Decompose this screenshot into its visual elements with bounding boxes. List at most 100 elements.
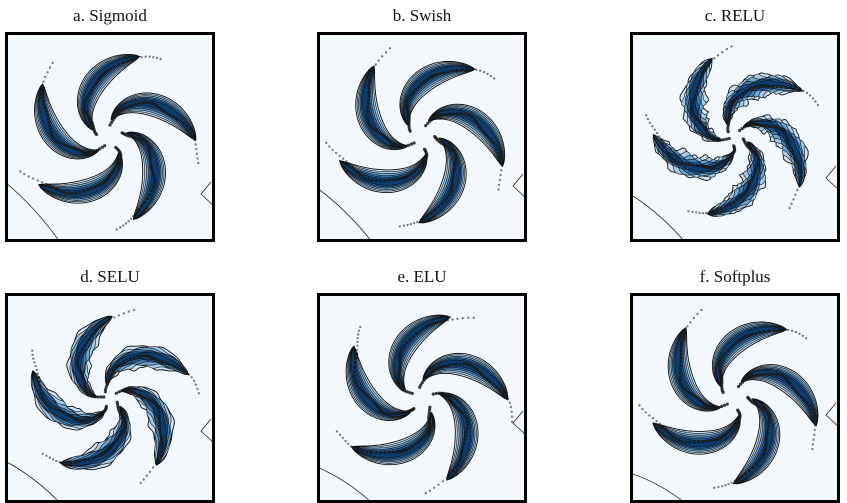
- sample-point: [408, 446, 412, 450]
- density-svg: [630, 293, 840, 503]
- sample-point: [82, 419, 86, 423]
- sample-point: [353, 377, 357, 382]
- sample-points: [418, 362, 514, 423]
- sample-point: [407, 125, 411, 129]
- outer-contour-line: [200, 181, 215, 208]
- sample-point: [450, 185, 454, 189]
- sample-point: [720, 381, 724, 385]
- sample-point: [356, 344, 359, 347]
- sample-point: [192, 134, 195, 137]
- sample-point: [713, 486, 716, 489]
- sample-points: [398, 135, 458, 228]
- sample-point: [756, 155, 760, 159]
- sample-point: [146, 397, 150, 401]
- sample-point: [748, 333, 752, 337]
- sample-point: [696, 86, 700, 90]
- sample-point: [757, 459, 761, 463]
- sample-point: [796, 189, 799, 192]
- sample-point: [808, 404, 812, 408]
- sample-point: [184, 370, 187, 373]
- sample-point: [468, 363, 472, 367]
- sample-point: [134, 102, 138, 106]
- sample-point: [194, 383, 197, 386]
- sample-point: [736, 339, 740, 343]
- sample-point: [416, 440, 420, 444]
- sample-point: [419, 383, 423, 387]
- sample-point: [427, 323, 431, 327]
- sample-point: [95, 455, 99, 459]
- sample-point: [684, 162, 688, 166]
- sample-point: [405, 98, 409, 102]
- sample-point: [422, 80, 426, 84]
- sample-point: [724, 137, 728, 141]
- sample-point: [694, 89, 699, 93]
- sample-point: [744, 89, 748, 93]
- sample-point: [735, 96, 739, 100]
- sample-point: [673, 159, 677, 163]
- sample-point: [103, 144, 107, 148]
- sample-point: [458, 457, 462, 461]
- sample-point: [802, 398, 806, 402]
- sample-point: [765, 84, 769, 88]
- sample-point: [678, 375, 682, 379]
- sample-point: [134, 211, 138, 215]
- sample-point: [350, 165, 354, 169]
- sample-point: [738, 94, 742, 98]
- sample-point: [792, 387, 796, 392]
- sample-point: [804, 337, 808, 340]
- sample-point: [382, 134, 386, 138]
- sample-point: [27, 175, 30, 178]
- sample-point: [407, 96, 411, 100]
- sample-point: [37, 376, 41, 380]
- sample-point: [732, 200, 736, 204]
- contour-level: [403, 66, 476, 127]
- sample-point: [154, 462, 158, 465]
- sample-point: [147, 144, 151, 148]
- sample-point: [126, 59, 130, 63]
- outer-contour-line: [630, 193, 686, 242]
- sample-point: [398, 360, 402, 364]
- sample-point: [63, 191, 67, 195]
- sample-point: [408, 391, 412, 395]
- sample-point: [424, 433, 428, 437]
- sample-point: [157, 458, 160, 461]
- sample-point: [755, 373, 759, 377]
- sample-point: [698, 211, 701, 215]
- sample-points: [738, 122, 803, 210]
- sample-point: [90, 186, 94, 191]
- sample-point: [145, 354, 149, 358]
- sample-point: [446, 145, 450, 149]
- sample-point: [666, 430, 670, 434]
- sample-point: [358, 387, 362, 391]
- sample-point: [498, 151, 502, 155]
- panel-title: e. ELU: [397, 267, 447, 286]
- sample-point: [356, 448, 360, 452]
- sample-points: [638, 404, 742, 445]
- sample-point: [739, 195, 743, 200]
- sample-point: [50, 134, 54, 138]
- sample-point: [345, 160, 348, 163]
- sample-point: [131, 103, 135, 107]
- sample-point: [449, 190, 453, 194]
- sample-point: [425, 214, 430, 218]
- sample-point: [158, 427, 162, 431]
- sample-point: [808, 94, 812, 97]
- sample-point: [368, 123, 372, 127]
- sample-point: [352, 370, 356, 374]
- sample-point: [813, 428, 816, 432]
- sample-point: [790, 329, 794, 332]
- sample-point: [451, 174, 455, 178]
- sample-point: [156, 407, 160, 411]
- sample-point: [360, 389, 364, 393]
- sample-point: [415, 167, 419, 171]
- sample-point: [105, 382, 109, 386]
- sample-point: [453, 161, 458, 165]
- sample-point: [723, 351, 727, 355]
- sample-point: [159, 57, 162, 61]
- sample-point: [70, 191, 74, 195]
- sample-point: [450, 363, 455, 367]
- sample-point: [664, 148, 668, 152]
- sample-point: [679, 356, 683, 360]
- sample-point: [462, 412, 466, 416]
- sample-point: [76, 357, 80, 361]
